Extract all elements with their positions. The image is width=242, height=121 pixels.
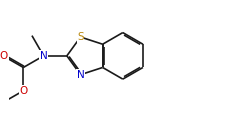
Text: N: N	[77, 70, 84, 80]
Text: N: N	[40, 51, 47, 61]
Text: O: O	[0, 51, 7, 61]
Text: O: O	[19, 86, 27, 96]
Text: S: S	[77, 32, 84, 42]
